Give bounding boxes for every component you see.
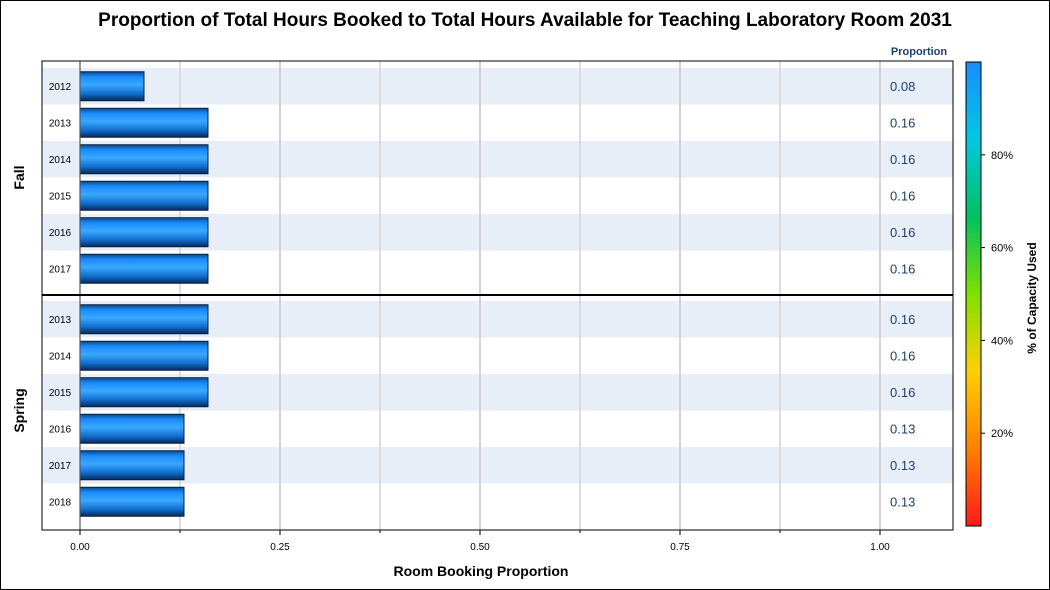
category-label: 2018 [49,497,72,508]
colorbar-gradient [965,61,982,527]
value-label: 0.16 [890,261,915,276]
category-label: 2014 [49,155,72,166]
value-label: 0.08 [890,79,915,94]
category-label: 2016 [49,228,72,239]
bar-spring-2015 [79,377,209,408]
colorbar: 20% 40% 60% 80% % of Capacity Used [965,61,1039,527]
value-label: 0.16 [890,225,915,240]
bar-spring-2018 [79,486,185,517]
value-label: 0.16 [890,348,915,363]
category-label: 2017 [49,461,72,472]
bar-fall-2015 [79,180,209,211]
value-label: 0.16 [890,152,915,167]
colorbar-tick-label: 80% [991,150,1013,162]
x-tick-label: 1.00 [870,542,890,553]
value-label: 0.13 [890,421,915,436]
value-label: 0.16 [890,312,915,327]
bar-fall-2013 [79,107,209,138]
category-label: 2012 [49,82,72,93]
bar-spring-2014 [79,340,209,371]
bars-layer [79,71,209,517]
bar-fall-2012 [79,71,145,102]
value-label: 0.16 [890,115,915,130]
chart-title: Proportion of Total Hours Booked to Tota… [98,10,952,31]
category-label: 2014 [49,351,72,362]
row-band [42,68,953,105]
panel-label-fall: Fall [11,165,27,189]
value-column-header: Proportion [891,46,947,58]
colorbar-tick-label: 60% [991,243,1013,255]
value-label: 0.16 [890,188,915,203]
x-tick-label: 0.50 [470,542,490,553]
colorbar-label: % of Capacity Used [1025,242,1039,353]
category-label: 2013 [49,118,72,129]
value-label: 0.13 [890,458,915,473]
axes-layer: 0.00 0.25 0.50 0.75 1.00 Room Booking Proport… [41,46,954,579]
bar-fall-2016 [79,217,209,248]
row-band [42,447,953,484]
bar-spring-2013 [79,304,209,335]
value-label: 0.13 [890,494,915,509]
colorbar-tick-label: 20% [991,428,1013,440]
panel-label-spring: Spring [11,388,27,432]
bar-spring-2016 [79,413,185,444]
category-label: 2015 [49,191,72,202]
labels-layer: 2012 0.08 2013 0.16 2014 0.16 2015 0.16 2016 0.16… [11,79,915,510]
value-label: 0.16 [890,385,915,400]
x-tick-label: 0.00 [70,542,90,553]
bar-spring-2017 [79,450,185,481]
category-label: 2013 [49,315,72,326]
category-label: 2016 [49,424,72,435]
bar-fall-2014 [79,144,209,175]
x-tick-label: 0.75 [670,542,690,553]
bar-fall-2017 [79,253,209,284]
category-label: 2017 [49,264,72,275]
category-label: 2015 [49,388,72,399]
x-tick-label: 0.25 [270,542,290,553]
colorbar-tick-label: 40% [991,335,1013,347]
x-axis-label: Room Booking Proportion [394,563,569,579]
